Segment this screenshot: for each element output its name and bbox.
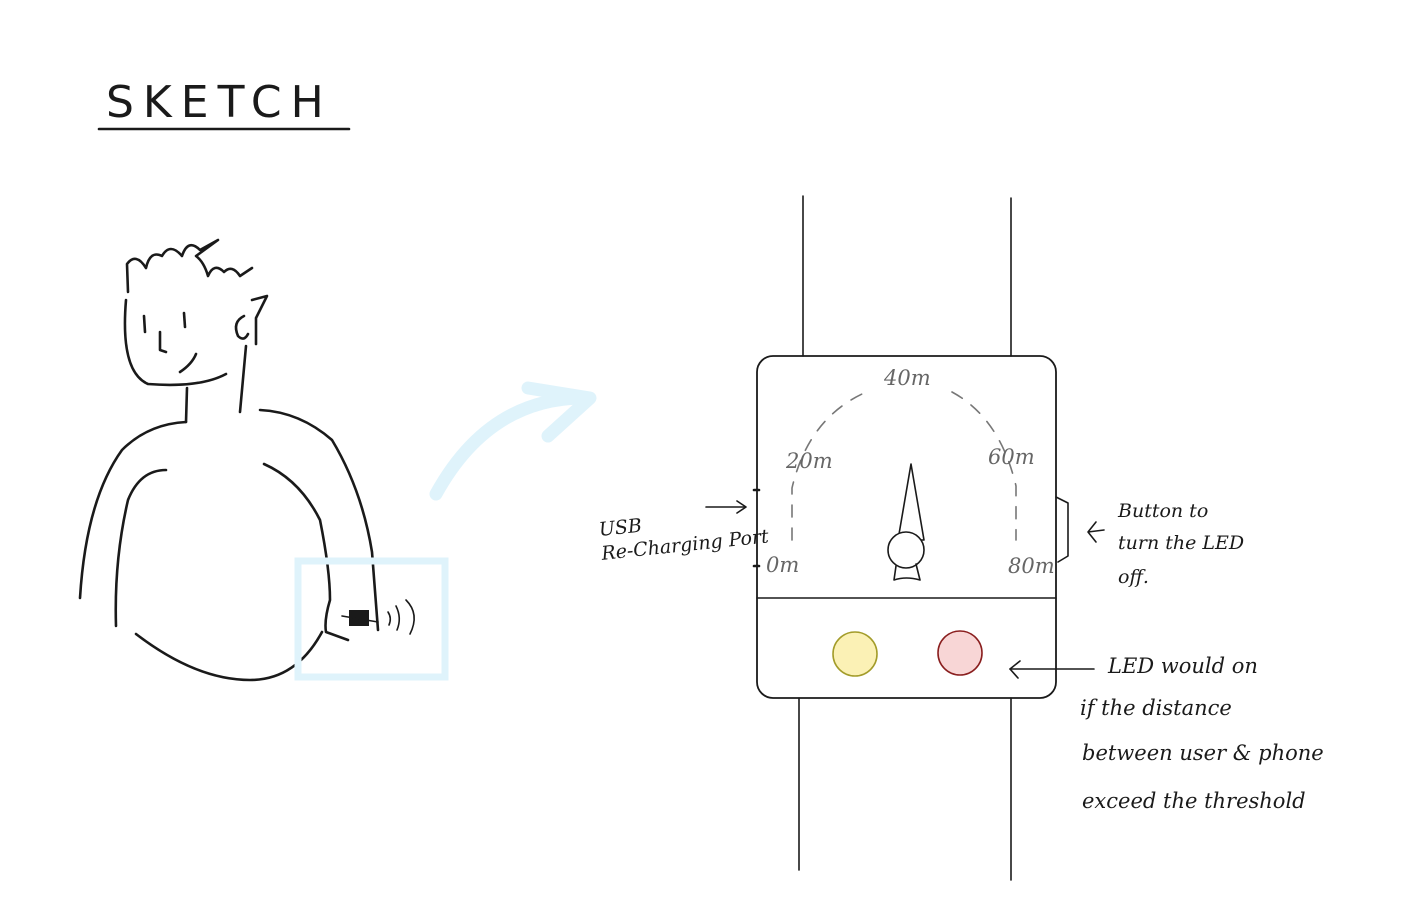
person-head-right <box>250 294 269 346</box>
wrist-band <box>341 615 379 623</box>
person-mouth <box>178 352 198 374</box>
person-head <box>123 298 228 387</box>
dial-label-20m: 20m <box>785 449 833 473</box>
dial-hub-base <box>893 563 921 581</box>
person-right-shoulder <box>258 408 380 632</box>
button-arrow-icon <box>1087 521 1105 543</box>
person-belly <box>134 630 324 682</box>
button-label-line-2: turn the LED <box>1118 532 1244 554</box>
usb-annotation: USB Re-Charging Port <box>598 515 770 565</box>
dial-label-40m: 40m <box>883 366 931 390</box>
led-yellow <box>832 631 878 677</box>
button-label-line-3: off. <box>1118 566 1149 588</box>
dial-label-60m: 60m <box>988 445 1035 469</box>
led-label-line-2: if the distance <box>1080 696 1232 720</box>
dial-arc <box>791 391 1017 541</box>
led-label-line-3: between user & phone <box>1082 741 1324 765</box>
led-label-line-4: exceed the threshold <box>1082 789 1306 813</box>
person-neck-right <box>238 344 248 414</box>
person-eye-left <box>142 314 147 334</box>
signal-arc-medium <box>395 605 401 631</box>
person-figure <box>78 238 415 682</box>
watch-body <box>756 355 1057 699</box>
led-arrow-head <box>1009 660 1021 679</box>
person-ear <box>234 314 250 340</box>
wrist-highlight-box <box>294 557 449 681</box>
button-label-line-1: Button to <box>1117 500 1208 522</box>
signal-arc-small <box>387 611 392 626</box>
person-left-shoulder <box>78 420 188 600</box>
dial-hub <box>887 531 925 569</box>
person-nose <box>158 330 168 354</box>
curved-arrow-icon <box>429 381 597 501</box>
wrist-watch-icon <box>349 610 369 626</box>
signal-arc-large <box>405 599 415 635</box>
led-label-line-1: LED would on <box>1107 654 1258 678</box>
dial-label-0m: 0m <box>766 553 799 577</box>
person-left-inner-arm <box>114 468 168 628</box>
usb-label-line-1: USB <box>598 515 643 541</box>
usb-arrow-head <box>736 500 747 514</box>
dial-label-80m: 80m <box>1008 554 1055 578</box>
person-neck-left <box>184 386 189 424</box>
dial-needle <box>897 463 925 541</box>
page-title: SKETCH <box>106 77 333 128</box>
person-right-inner-arm <box>262 462 350 642</box>
side-button <box>1055 496 1069 563</box>
led-red <box>937 630 983 676</box>
person-eye-right <box>182 311 187 329</box>
person-hair <box>125 238 254 294</box>
